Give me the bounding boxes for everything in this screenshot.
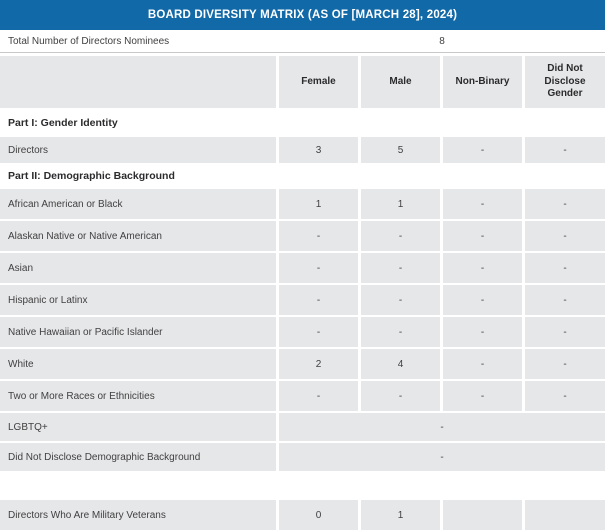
column-header-female: Female bbox=[279, 56, 358, 108]
total-directors-value: 8 bbox=[439, 35, 445, 47]
matrix-title-bar: BOARD DIVERSITY MATRIX (AS OF [MARCH 28]… bbox=[0, 0, 605, 30]
cell-nonbinary: - bbox=[443, 285, 522, 315]
cell-undisclosed: - bbox=[525, 189, 605, 219]
table-row-lgbtq: LGBTQ+ - bbox=[0, 413, 605, 441]
cell-female: 3 bbox=[279, 137, 358, 163]
row-label: African American or Black bbox=[0, 189, 276, 219]
cell-male: 1 bbox=[361, 189, 440, 219]
cell-undisclosed: - bbox=[525, 137, 605, 163]
cell-nonbinary: - bbox=[443, 189, 522, 219]
row-label: LGBTQ+ bbox=[0, 413, 276, 441]
cell-female: - bbox=[279, 221, 358, 251]
merged-cell: - bbox=[279, 413, 605, 441]
table-row-directors: Directors 3 5 - - bbox=[0, 137, 605, 163]
table-row-military-veterans: Directors Who Are Military Veterans 0 1 bbox=[0, 500, 605, 530]
cell-undisclosed: - bbox=[525, 317, 605, 347]
total-directors-label: Total Number of Directors Nominees bbox=[8, 35, 170, 47]
column-header-empty bbox=[0, 56, 276, 108]
cell-nonbinary: - bbox=[443, 317, 522, 347]
row-label: Alaskan Native or Native American bbox=[0, 221, 276, 251]
cell-male: - bbox=[361, 381, 440, 411]
row-label: Two or More Races or Ethnicities bbox=[0, 381, 276, 411]
cell-female: - bbox=[279, 285, 358, 315]
cell-female: 0 bbox=[279, 500, 358, 530]
row-label: Hispanic or Latinx bbox=[0, 285, 276, 315]
cell-male: - bbox=[361, 221, 440, 251]
table-row-two-or-more-races: Two or More Races or Ethnicities - - - - bbox=[0, 381, 605, 411]
cell-nonbinary: - bbox=[443, 381, 522, 411]
row-label: Asian bbox=[0, 253, 276, 283]
row-label: Native Hawaiian or Pacific Islander bbox=[0, 317, 276, 347]
cell-male: 5 bbox=[361, 137, 440, 163]
cell-male: 1 bbox=[361, 500, 440, 530]
table-row-african-american: African American or Black 1 1 - - bbox=[0, 189, 605, 219]
row-label: Did Not Disclose Demographic Background bbox=[0, 443, 276, 471]
cell-female: - bbox=[279, 317, 358, 347]
cell-male: - bbox=[361, 317, 440, 347]
cell-undisclosed: - bbox=[525, 253, 605, 283]
cell-nonbinary: - bbox=[443, 221, 522, 251]
section-heading-gender-identity: Part I: Gender Identity bbox=[0, 108, 605, 137]
row-label: White bbox=[0, 349, 276, 379]
cell-nonbinary: - bbox=[443, 349, 522, 379]
table-row-undisclosed-demographic: Did Not Disclose Demographic Background … bbox=[0, 443, 605, 471]
column-header-undisclosed-gender: Did Not Disclose Gender bbox=[525, 56, 605, 108]
cell-male: 4 bbox=[361, 349, 440, 379]
cell-nonbinary bbox=[443, 500, 522, 530]
row-label: Directors bbox=[0, 137, 276, 163]
cell-female: 1 bbox=[279, 189, 358, 219]
cell-undisclosed bbox=[525, 500, 605, 530]
cell-female: - bbox=[279, 381, 358, 411]
cell-undisclosed: - bbox=[525, 221, 605, 251]
table-row-native-hawaiian: Native Hawaiian or Pacific Islander - - … bbox=[0, 317, 605, 347]
column-header-male: Male bbox=[361, 56, 440, 108]
cell-undisclosed: - bbox=[525, 381, 605, 411]
table-row-asian: Asian - - - - bbox=[0, 253, 605, 283]
total-directors-row: Total Number of Directors Nominees 8 bbox=[0, 30, 605, 53]
cell-female: - bbox=[279, 253, 358, 283]
column-header-row: Female Male Non-Binary Did Not Disclose … bbox=[0, 56, 605, 108]
cell-nonbinary: - bbox=[443, 253, 522, 283]
cell-undisclosed: - bbox=[525, 349, 605, 379]
section-heading-demographic-background: Part II: Demographic Background bbox=[0, 163, 605, 189]
cell-female: 2 bbox=[279, 349, 358, 379]
table-row-alaskan-native: Alaskan Native or Native American - - - … bbox=[0, 221, 605, 251]
page-title: BOARD DIVERSITY MATRIX (AS OF [MARCH 28]… bbox=[147, 9, 458, 21]
cell-male: - bbox=[361, 285, 440, 315]
cell-nonbinary: - bbox=[443, 137, 522, 163]
table-row-white: White 2 4 - - bbox=[0, 349, 605, 379]
column-header-nonbinary: Non-Binary bbox=[443, 56, 522, 108]
cell-male: - bbox=[361, 253, 440, 283]
cell-undisclosed: - bbox=[525, 285, 605, 315]
row-label: Directors Who Are Military Veterans bbox=[0, 500, 276, 530]
table-row-hispanic-latinx: Hispanic or Latinx - - - - bbox=[0, 285, 605, 315]
merged-cell: - bbox=[279, 443, 605, 471]
